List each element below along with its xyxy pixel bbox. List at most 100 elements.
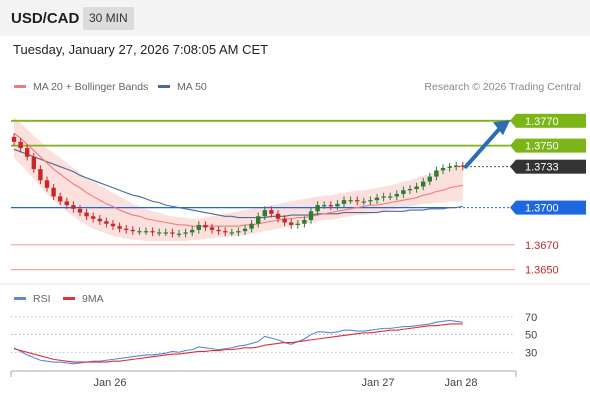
candle-body xyxy=(361,201,366,203)
level-label: 1.3770 xyxy=(525,116,559,128)
rsi-tick-label: 30 xyxy=(525,347,537,359)
level-label: 1.3670 xyxy=(525,240,559,252)
rsi-legend-swatch xyxy=(14,297,26,300)
candle-body xyxy=(209,227,215,230)
candle-body xyxy=(117,226,122,229)
candle-body xyxy=(124,228,129,230)
candle-body xyxy=(295,223,300,225)
candle-body xyxy=(249,223,254,229)
candle-body xyxy=(440,167,446,171)
candle-body xyxy=(18,141,23,149)
timeframe-badge[interactable]: 30 MIN xyxy=(83,7,134,30)
candle-body xyxy=(71,205,76,209)
candle-body xyxy=(289,222,294,225)
candle-body xyxy=(104,221,109,224)
candle-body xyxy=(328,205,333,207)
candle-body xyxy=(269,210,274,214)
candle-body xyxy=(236,231,241,233)
candle-body xyxy=(229,232,234,234)
candle-body xyxy=(388,196,393,198)
legends: MA 20 + Bollinger Bands MA 50 Research © 2… xyxy=(14,81,581,305)
candle-body xyxy=(434,170,439,177)
candle-body xyxy=(341,200,347,204)
candle-body xyxy=(143,231,149,233)
level-tag-point xyxy=(510,113,516,128)
candle-body xyxy=(242,228,248,232)
level-label: 1.3650 xyxy=(525,265,559,277)
time-tick-label: Jan 26 xyxy=(93,377,126,389)
rsi-plot: 70 50 30 xyxy=(11,312,537,365)
candle-body xyxy=(196,224,201,230)
candle-body xyxy=(91,216,96,219)
bollinger-band xyxy=(14,117,463,242)
rsi-ma-line xyxy=(13,323,463,363)
candle-body xyxy=(262,210,267,217)
candle-body xyxy=(302,220,307,224)
level-label: 1.3733 xyxy=(525,162,559,174)
candle-body xyxy=(460,165,465,167)
rsi-legend-label: 9MA xyxy=(82,293,104,305)
candle-body xyxy=(38,169,43,181)
level-label: 1.3700 xyxy=(525,203,559,215)
source-credit: Research © 2026 Trading Central xyxy=(424,81,581,93)
rsi-tick-label: 70 xyxy=(525,312,537,324)
candle-body xyxy=(130,229,135,232)
candle-body xyxy=(163,232,168,234)
candle-body xyxy=(150,231,155,233)
level-tag xyxy=(516,138,586,153)
time-axis: Jan 26 Jan 27 Jan 28 xyxy=(0,283,590,389)
candle-body xyxy=(308,211,314,220)
rsi-legend-label: RSI xyxy=(33,293,51,305)
candle-body xyxy=(190,229,195,233)
candle-body xyxy=(31,156,36,170)
legend-label: MA 50 xyxy=(177,81,207,93)
candle-body xyxy=(447,166,452,168)
candle-body xyxy=(315,205,320,212)
legend-label: MA 20 + Bollinger Bands xyxy=(33,81,148,93)
legend-swatch xyxy=(158,85,170,88)
candle-body xyxy=(25,148,30,157)
candle-body xyxy=(394,193,399,197)
candle-body xyxy=(170,232,175,234)
candle-body xyxy=(355,200,360,202)
candle-body xyxy=(11,136,17,142)
candle-body xyxy=(407,189,413,191)
candle-body xyxy=(414,186,419,189)
candle-body xyxy=(427,176,432,182)
projection-arrow xyxy=(463,127,501,169)
candle-body xyxy=(401,190,406,194)
candle-body xyxy=(381,196,386,198)
price-plot: 1.3770 1.3750 1.3733 1.3700 1.3670 1.3650 xyxy=(11,113,586,277)
candle-body xyxy=(58,196,63,202)
candle-body xyxy=(110,223,116,227)
projection-arrowhead xyxy=(493,120,510,136)
candle-body xyxy=(183,232,188,234)
candle-body xyxy=(203,224,208,228)
candle-body xyxy=(335,203,340,207)
level-label: 1.3750 xyxy=(525,141,559,153)
candle-body xyxy=(216,229,221,232)
candle-body xyxy=(176,233,182,235)
candle-body xyxy=(44,180,50,188)
level-tag-point xyxy=(510,138,516,153)
candle-body xyxy=(223,231,228,233)
level-tag-point xyxy=(510,159,516,174)
candle-body xyxy=(137,231,142,233)
rsi-line xyxy=(13,319,463,365)
candle-body xyxy=(454,165,459,167)
datetime-label: Tuesday, January 27, 2026 7:08:05 AM CET xyxy=(13,42,269,57)
candle-body xyxy=(368,200,373,202)
candle-body xyxy=(51,187,56,197)
candle-body xyxy=(157,232,162,234)
rsi-tick-label: 50 xyxy=(525,330,537,342)
time-tick-label: Jan 28 xyxy=(444,377,477,389)
candle-body xyxy=(282,218,287,223)
candle-body xyxy=(256,216,261,224)
candle-body xyxy=(77,208,83,213)
level-tag xyxy=(516,113,586,128)
candle-body xyxy=(275,213,281,219)
ma50-line xyxy=(13,148,463,219)
candle-body xyxy=(64,201,69,206)
level-tag xyxy=(516,200,586,215)
